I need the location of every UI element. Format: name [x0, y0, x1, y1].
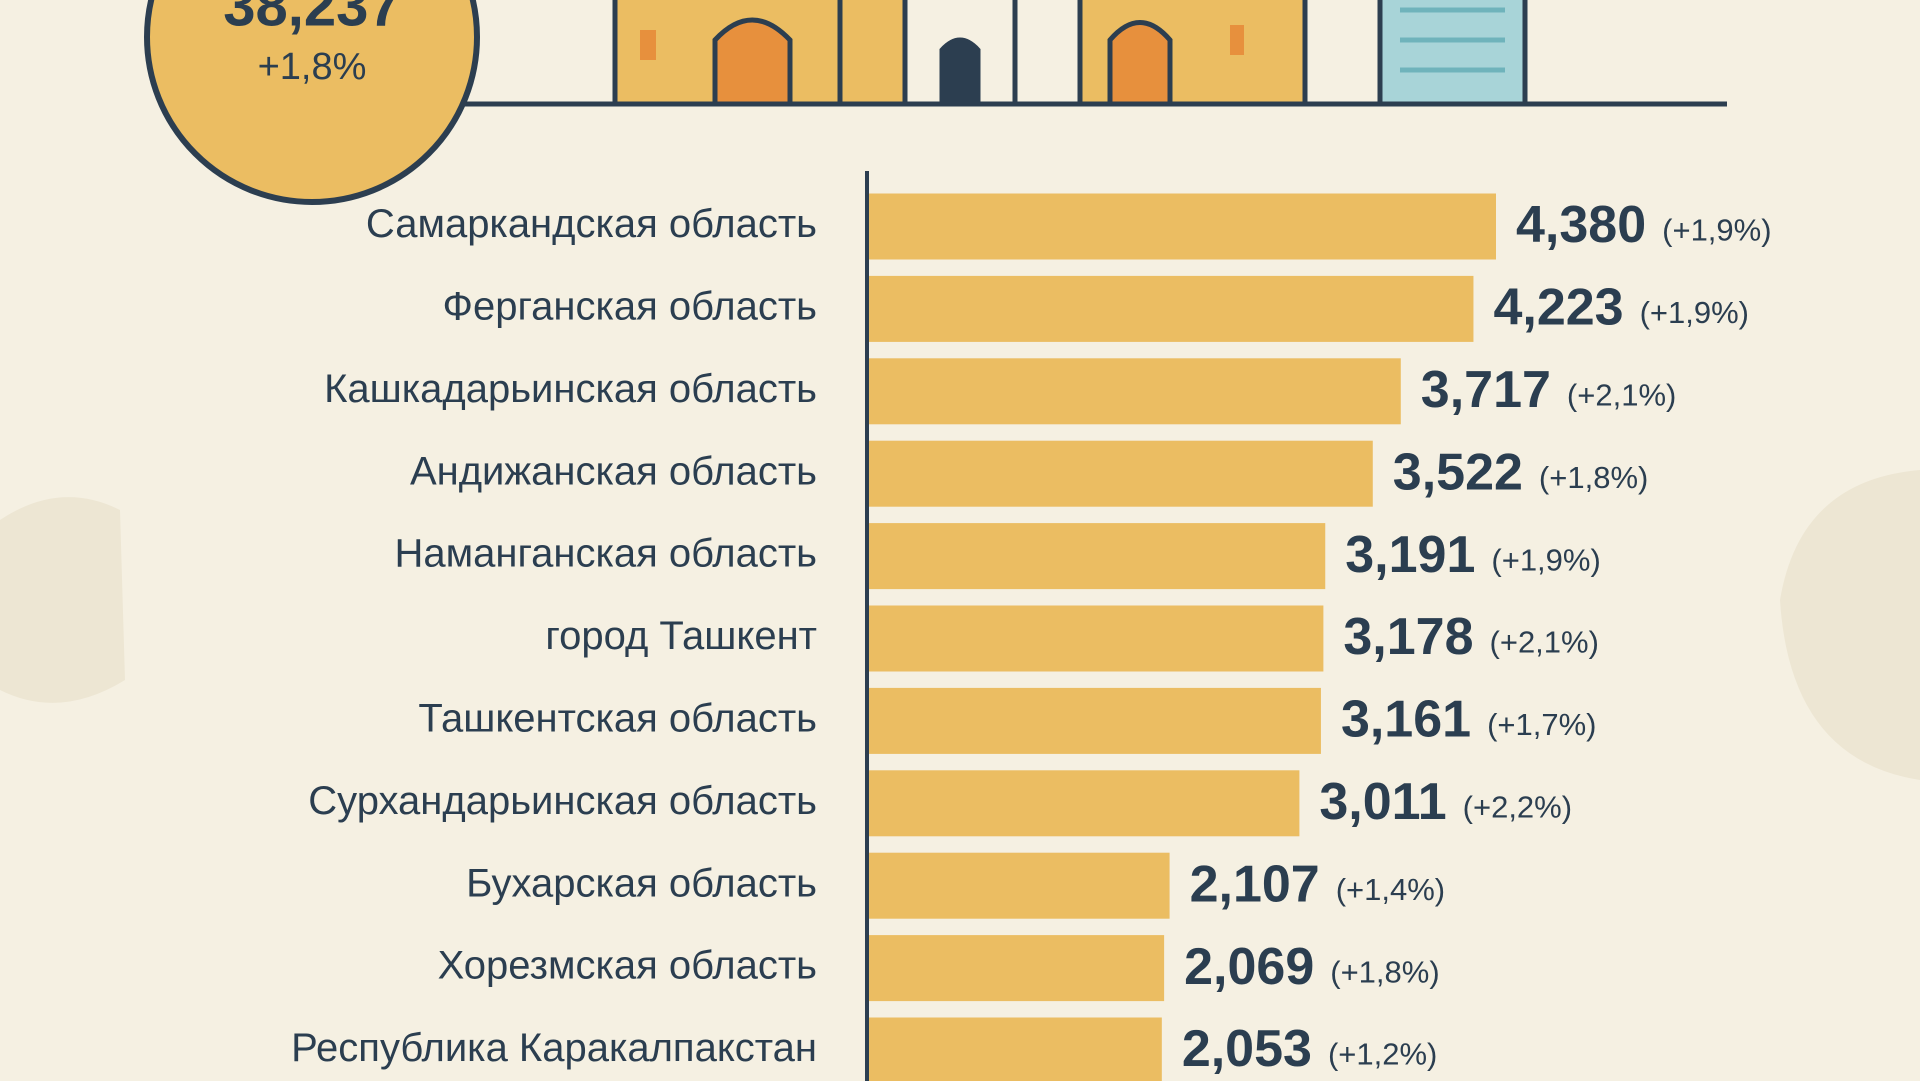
category-label: Республика Каракалпакстан: [291, 1026, 817, 1070]
bar: [869, 1017, 1162, 1081]
value-label: 3,191: [1345, 526, 1475, 584]
bar: [869, 687, 1321, 754]
value-label: 3,522: [1393, 443, 1523, 501]
category-label: Хорезмская область: [438, 944, 817, 988]
change-label: (+1,4%): [1336, 872, 1445, 907]
category-label: Наманганская область: [394, 532, 817, 576]
bar: [869, 935, 1165, 1002]
change-label: (+2,1%): [1567, 377, 1676, 412]
category-label: Андижанская область: [410, 449, 817, 493]
value-label: 2,107: [1190, 855, 1320, 913]
change-label: (+2,2%): [1463, 789, 1572, 824]
value-label: 3,011: [1319, 773, 1446, 831]
change-label: (+1,9%): [1662, 213, 1771, 248]
value-label: 3,161: [1341, 691, 1471, 749]
decor-blob: [1780, 470, 1920, 780]
category-label: город Ташкент: [545, 614, 817, 658]
bar: [869, 275, 1474, 342]
total-value: 38,237: [223, 0, 400, 38]
value-label: 2,053: [1182, 1020, 1312, 1078]
change-label: (+1,9%): [1491, 542, 1600, 577]
category-label: Ферганская область: [443, 284, 817, 328]
bar: [869, 605, 1324, 672]
value-label: 3,178: [1343, 608, 1473, 666]
decor-blob: [0, 497, 125, 703]
category-label: Сурхандарьинская область: [308, 779, 817, 823]
buildings: [429, 0, 1727, 107]
total-badge: [144, 0, 480, 205]
category-label: Кашкадарьинская область: [324, 367, 817, 411]
category-label: Бухарская область: [466, 861, 817, 905]
change-label: (+1,8%): [1539, 460, 1648, 495]
bar: [869, 358, 1401, 425]
change-label: (+1,2%): [1328, 1037, 1437, 1072]
change-label: (+1,7%): [1487, 707, 1596, 742]
value-label: 4,223: [1493, 279, 1623, 337]
category-label: Самаркандская область: [366, 202, 817, 246]
total-change: +1,8%: [258, 46, 367, 88]
bar: [869, 523, 1326, 590]
bar: [869, 852, 1170, 919]
value-label: 4,380: [1516, 196, 1646, 254]
bar: [869, 193, 1496, 260]
bar: [869, 440, 1373, 507]
bar: [869, 770, 1300, 837]
category-label: Ташкентская область: [418, 696, 817, 740]
change-label: (+1,9%): [1640, 295, 1749, 330]
change-label: (+2,1%): [1490, 625, 1599, 660]
value-label: 2,069: [1184, 938, 1314, 996]
value-label: 3,717: [1421, 361, 1551, 419]
change-label: (+1,8%): [1330, 954, 1439, 989]
